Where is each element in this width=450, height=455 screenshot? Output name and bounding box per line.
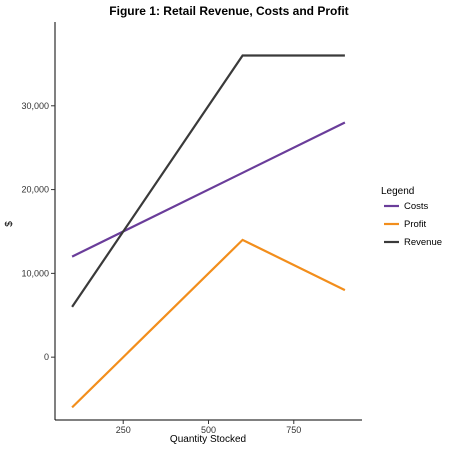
legend-items: Costs Profit Revenue (384, 201, 442, 248)
legend: Legend Costs Profit Revenue (381, 186, 442, 248)
y-tick-label: 10,000 (21, 268, 49, 278)
x-axis-ticks: 250 500 750 (116, 420, 301, 435)
x-tick-label: 500 (201, 425, 216, 435)
series-line-revenue (71, 54, 345, 308)
plot-area: 0 10,000 20,000 30,000 250 500 750 (21, 22, 362, 435)
legend-label-costs: Costs (404, 201, 429, 212)
legend-item-profit: Profit (384, 219, 427, 230)
legend-item-costs: Costs (384, 201, 429, 212)
y-tick-label: 0 (44, 352, 49, 362)
y-tick-label: 20,000 (21, 185, 49, 195)
legend-item-revenue: Revenue (384, 237, 442, 248)
y-axis-ticks: 0 10,000 20,000 30,000 (21, 101, 55, 362)
series-lines (71, 54, 346, 409)
legend-label-profit: Profit (404, 219, 427, 230)
legend-label-revenue: Revenue (404, 237, 442, 248)
y-axis-title: $ (4, 221, 15, 227)
x-tick-label: 750 (286, 425, 301, 435)
legend-title: Legend (381, 186, 414, 197)
x-tick-label: 250 (116, 425, 131, 435)
y-tick-label: 30,000 (21, 101, 49, 111)
series-line-costs (71, 121, 346, 258)
series-line-profit (71, 238, 346, 409)
x-axis-title: Quantity Stocked (170, 434, 246, 445)
chart-title: Figure 1: Retail Revenue, Costs and Prof… (109, 4, 348, 18)
